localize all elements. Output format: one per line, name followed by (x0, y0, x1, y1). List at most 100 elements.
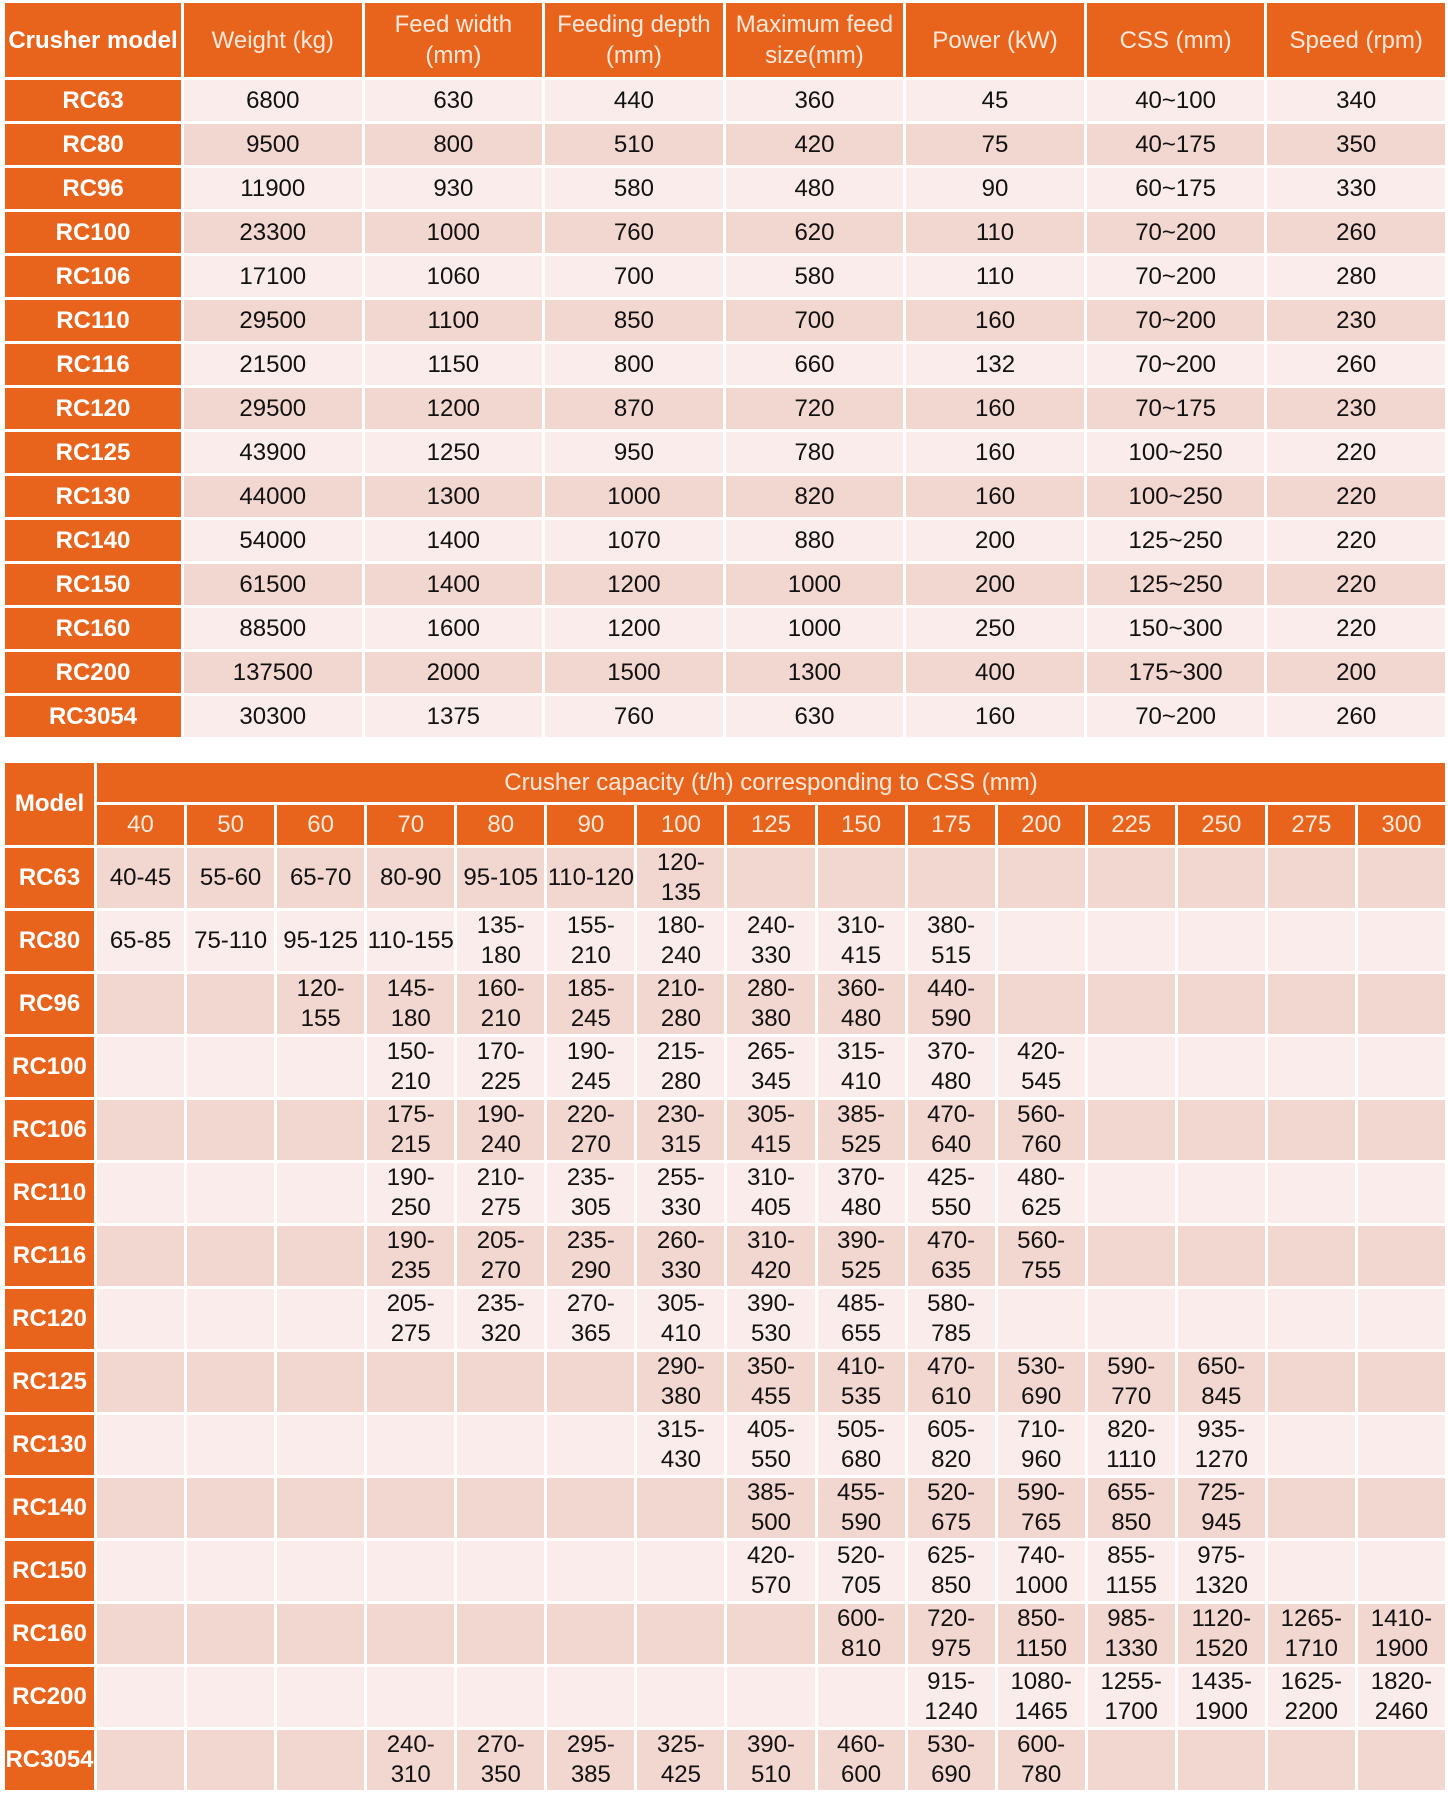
capacity-cell (97, 1604, 185, 1664)
capacity-cell (1177, 974, 1265, 1034)
value-cell: 1000 (725, 564, 904, 605)
specifications-table: Crusher model Weight (kg) Feed width (mm) F… (2, 0, 1448, 740)
capacity-cell: 420-570 (727, 1541, 815, 1601)
capacity-cell (1357, 1541, 1445, 1601)
capacity-cell (1177, 1730, 1265, 1790)
capacity-cell (457, 1541, 545, 1601)
capacity-cell (367, 1541, 455, 1601)
capacity-cell (1087, 1037, 1175, 1097)
value-cell: 760 (545, 212, 723, 253)
capacity-cell: 55-60 (187, 848, 275, 908)
capacity-cell: 520-705 (817, 1541, 905, 1601)
value-cell: 160 (906, 300, 1084, 341)
value-cell: 45 (906, 80, 1084, 121)
model-cell: RC100 (5, 1037, 94, 1097)
capacity-cell: 315-430 (637, 1415, 725, 1475)
table-row: RC160 88500 1600 1200 1000 250 150~300 220 (5, 608, 1445, 649)
capacity-cell (187, 1478, 275, 1538)
model-cell: RC125 (5, 432, 181, 473)
capacity-cell: 935-1270 (1177, 1415, 1265, 1475)
model-cell: RC200 (5, 652, 181, 693)
capacity-cell: 915-1240 (907, 1667, 995, 1727)
value-cell: 630 (364, 80, 543, 121)
capacity-cell: 590-765 (997, 1478, 1085, 1538)
capacity-cell (1267, 1037, 1355, 1097)
value-cell: 780 (725, 432, 904, 473)
capacity-cell: 855-1155 (1087, 1541, 1175, 1601)
model-cell: RC96 (5, 168, 181, 209)
capacity-cell (1267, 1226, 1355, 1286)
css-header: 90 (547, 805, 635, 845)
capacity-cell: 270-350 (457, 1730, 545, 1790)
capacity-cell (1087, 1289, 1175, 1349)
value-cell: 44000 (184, 476, 362, 517)
value-cell: 220 (1267, 520, 1445, 561)
capacity-cell: 190-240 (457, 1100, 545, 1160)
model-cell: RC96 (5, 974, 94, 1034)
capacity-cell (1357, 1289, 1445, 1349)
capacity-cell (1267, 1730, 1355, 1790)
capacity-cell: 505-680 (817, 1415, 905, 1475)
capacity-cell: 230-315 (637, 1100, 725, 1160)
value-cell: 9500 (184, 124, 362, 165)
value-cell: 200 (1267, 652, 1445, 693)
table-row: RC150 61500 1400 1200 1000 200 125~250 220 (5, 564, 1445, 605)
capacity-cell: 270-365 (547, 1289, 635, 1349)
capacity-cell (547, 1415, 635, 1475)
value-cell: 200 (906, 520, 1084, 561)
capacity-cell (727, 1667, 815, 1727)
value-cell: 160 (906, 696, 1084, 737)
model-cell: RC100 (5, 212, 181, 253)
value-cell: 43900 (184, 432, 362, 473)
capacity-cell: 220-270 (547, 1100, 635, 1160)
capacity-cell: 1435-1900 (1177, 1667, 1265, 1727)
capacity-cell (277, 1100, 365, 1160)
css-header: 125 (727, 805, 815, 845)
capacity-cell (547, 1478, 635, 1538)
capacity-cell (367, 1352, 455, 1412)
capacity-cell (1357, 1730, 1445, 1790)
value-cell: 870 (545, 388, 723, 429)
value-cell: 580 (545, 168, 723, 209)
capacity-cell (1357, 1415, 1445, 1475)
value-cell: 700 (725, 300, 904, 341)
capacity-cell (547, 1352, 635, 1412)
capacity-cell: 590-770 (1087, 1352, 1175, 1412)
css-header: 40 (97, 805, 185, 845)
value-cell: 340 (1267, 80, 1445, 121)
model-cell: RC130 (5, 1415, 94, 1475)
capacity-cell (277, 1415, 365, 1475)
capacity-cell: 740-1000 (997, 1541, 1085, 1601)
capacity-cell (1357, 1100, 1445, 1160)
value-cell: 70~200 (1086, 300, 1265, 341)
css-header-row: 40 50 60 70 80 90 100 125 150 175 200 225 250 275 300 (5, 805, 1445, 845)
capacity-cell (97, 1352, 185, 1412)
capacity-cell: 180-240 (637, 911, 725, 971)
table-row: RC160 600-810 720-975 850-1150 985-1330 1120-… (5, 1604, 1445, 1664)
capacity-cell: 725-945 (1177, 1478, 1265, 1538)
capacity-cell (547, 1604, 635, 1664)
css-header: 70 (367, 805, 455, 845)
value-cell: 54000 (184, 520, 362, 561)
table-row: RC130 315-430 405-550 505-680 605-820 710-960… (5, 1415, 1445, 1475)
value-cell: 480 (725, 168, 904, 209)
capacity-cell (187, 1415, 275, 1475)
capacity-cell: 405-550 (727, 1415, 815, 1475)
capacity-cell: 120-155 (277, 974, 365, 1034)
value-cell: 1200 (545, 564, 723, 605)
capacity-cell (187, 1037, 275, 1097)
model-cell: RC63 (5, 80, 181, 121)
capacity-cell: 520-675 (907, 1478, 995, 1538)
capacity-cell (1267, 1163, 1355, 1223)
model-cell: RC150 (5, 1541, 94, 1601)
capacity-cell (997, 974, 1085, 1034)
model-cell: RC106 (5, 256, 181, 297)
model-cell: RC150 (5, 564, 181, 605)
value-cell: 160 (906, 432, 1084, 473)
value-cell: 720 (725, 388, 904, 429)
capacity-cell: 205-275 (367, 1289, 455, 1349)
model-cell: RC110 (5, 300, 181, 341)
capacity-cell (1267, 974, 1355, 1034)
capacity-cell: 580-785 (907, 1289, 995, 1349)
capacity-cell: 235-320 (457, 1289, 545, 1349)
